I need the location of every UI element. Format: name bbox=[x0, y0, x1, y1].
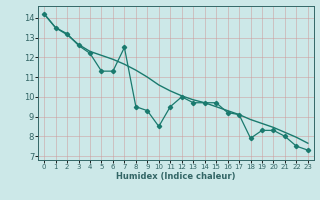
X-axis label: Humidex (Indice chaleur): Humidex (Indice chaleur) bbox=[116, 172, 236, 181]
